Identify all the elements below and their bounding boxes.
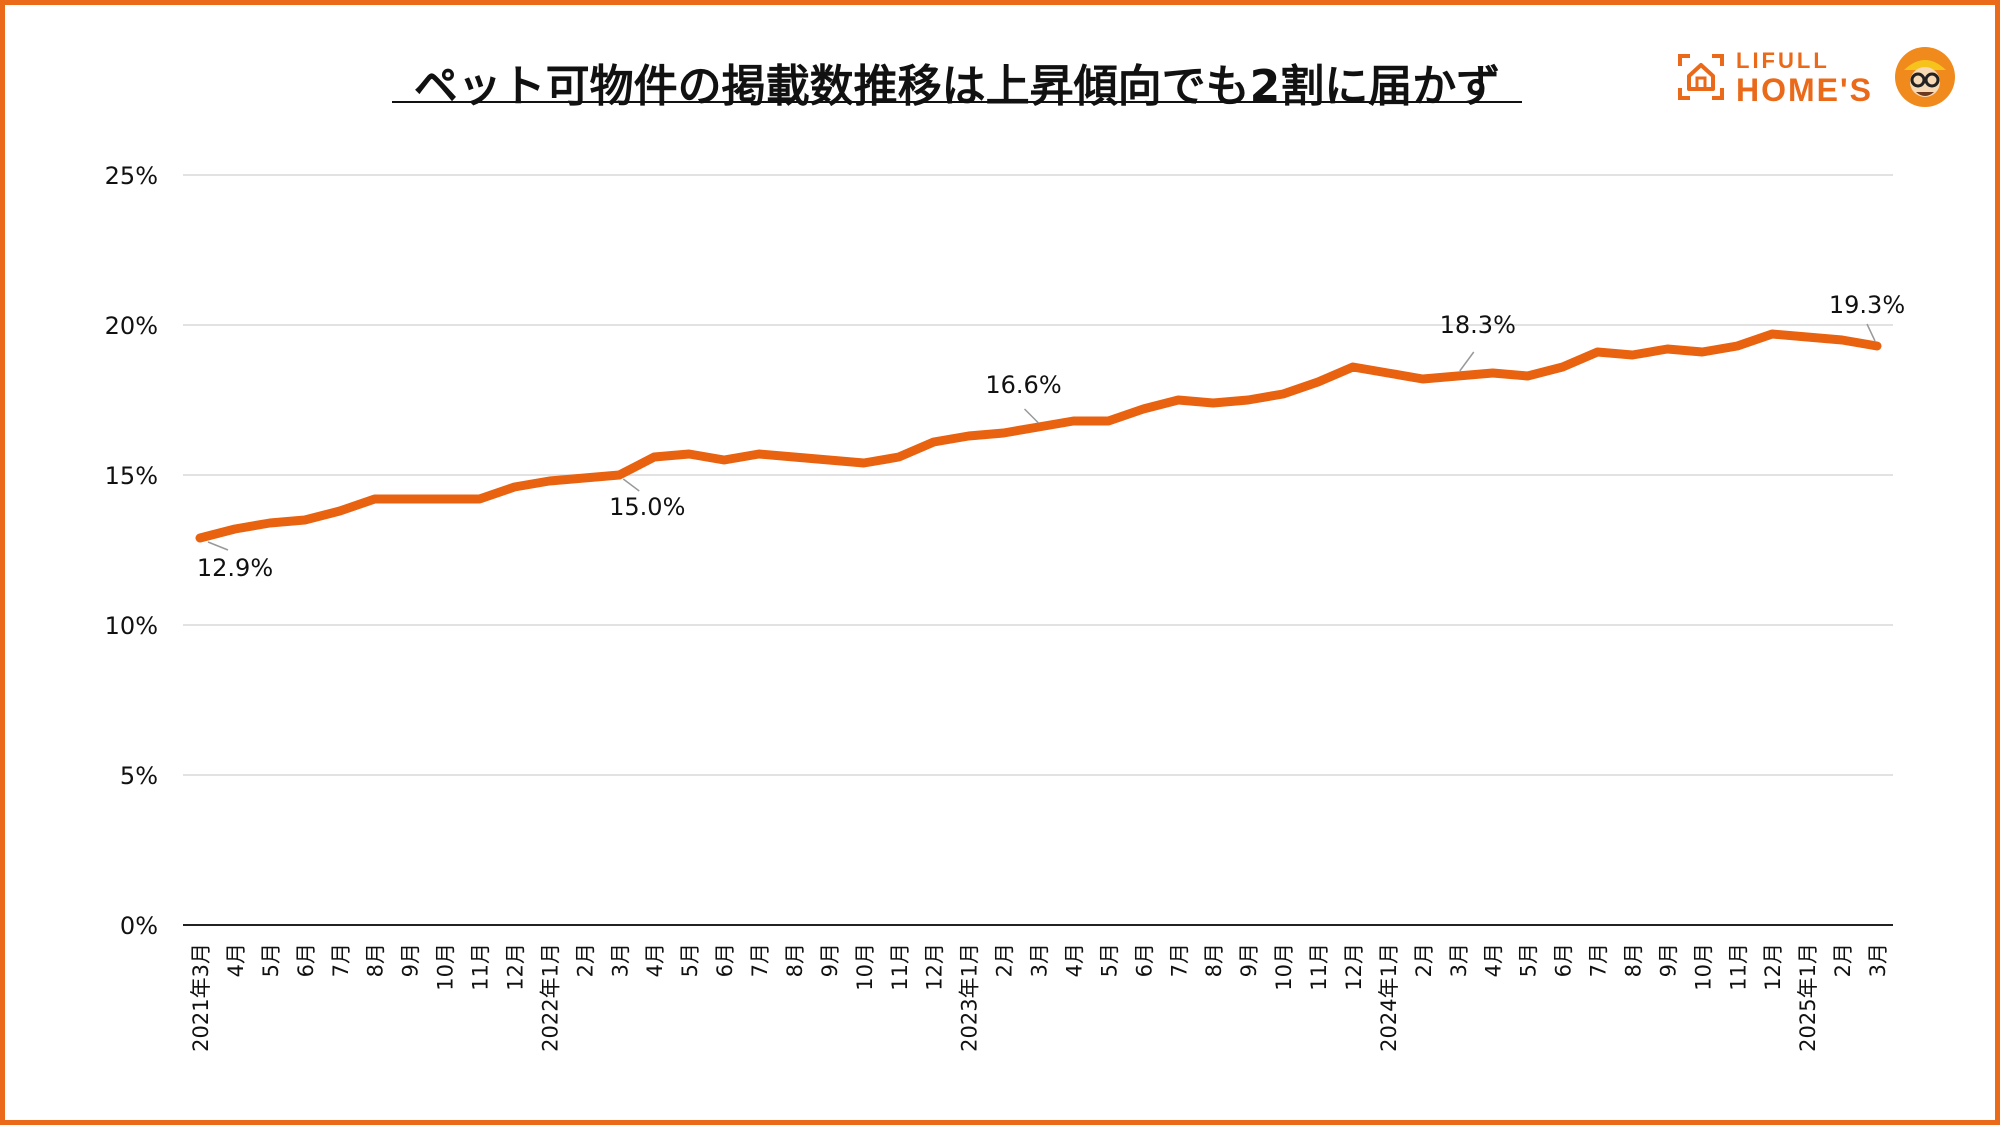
x-tick-label: 5月 [1097, 943, 1121, 977]
y-tick-label: 20% [105, 312, 158, 340]
x-tick-label: 6月 [1132, 943, 1156, 977]
x-tick-label: 12月 [1342, 943, 1366, 991]
x-tick-label: 9月 [1237, 943, 1261, 977]
x-tick-label: 12月 [923, 943, 947, 991]
logo-text-lifull: LIFULL [1736, 48, 1830, 73]
x-tick-label: 10月 [853, 943, 877, 991]
x-tick-label: 11月 [1307, 943, 1331, 991]
x-tick-label: 7月 [1587, 943, 1611, 977]
x-tick-label: 11月 [1726, 943, 1750, 991]
x-tick-label: 8月 [1621, 943, 1645, 977]
x-tick-label: 10月 [1691, 943, 1715, 991]
data-label: 19.3% [1829, 291, 1905, 319]
x-tick-label: 7月 [748, 943, 772, 977]
mascot-icon [1895, 47, 1955, 107]
y-tick-label: 15% [105, 462, 158, 490]
x-tick-label: 3月 [608, 943, 632, 977]
y-tick-label: 10% [105, 612, 158, 640]
x-tick-label: 3月 [1028, 943, 1052, 977]
leader-line [1023, 408, 1040, 424]
grid-lines [183, 174, 1893, 926]
x-tick-label: 7月 [1167, 943, 1191, 977]
x-tick-label: 5月 [678, 943, 702, 977]
data-label: 15.0% [609, 493, 685, 521]
x-tick-label: 3月 [1447, 943, 1471, 977]
x-tick-label: 12月 [1761, 943, 1785, 991]
x-tick-label: 6月 [294, 943, 318, 977]
x-tick-label: 7月 [329, 943, 353, 977]
leader-line [1459, 351, 1475, 372]
y-tick-label: 25% [105, 162, 158, 190]
chart-title: ペット可物件の掲載数推移は上昇傾向でも2割に届かず [413, 61, 1501, 112]
x-tick-label: 2025年1月 [1796, 943, 1820, 1052]
x-tick-label: 9月 [1656, 943, 1680, 977]
x-tick-label: 4月 [1482, 943, 1506, 977]
x-tick-label: 10月 [434, 943, 458, 991]
x-tick-label: 8月 [1202, 943, 1226, 977]
series-line [195, 329, 1882, 543]
x-tick-label: 4月 [643, 943, 667, 977]
x-tick-label: 2021年3月 [189, 943, 213, 1052]
x-tick-label: 2024年1月 [1377, 943, 1401, 1052]
lifull-homes-logo: LIFULL HOME'S [1676, 46, 1956, 116]
series-line-layer [195, 329, 1882, 543]
x-tick-label: 2月 [993, 943, 1017, 977]
x-tick-label: 2月 [1412, 943, 1436, 977]
x-tick-label: 5月 [1517, 943, 1541, 977]
x-tick-label: 11月 [469, 943, 493, 991]
x-tick-label: 6月 [1552, 943, 1576, 977]
data-label: 18.3% [1440, 311, 1516, 339]
leader-line [622, 478, 640, 492]
x-tick-label: 10月 [1272, 943, 1296, 991]
house-icon [1678, 54, 1724, 100]
x-tick-label: 2023年1月 [958, 943, 982, 1052]
title-underline [392, 101, 1522, 103]
x-tick-label: 9月 [818, 943, 842, 977]
x-tick-label: 2月 [573, 943, 597, 977]
data-label: 12.9% [197, 554, 273, 582]
x-tick-label: 5月 [259, 943, 283, 977]
x-axis: 2021年3月 4月 5月 6月 7月 8月 9月 10月 11月 12月 2022年1月 2月 3月 4… [189, 943, 1890, 1052]
x-tick-label: 11月 [888, 943, 912, 991]
x-tick-label: 2022年1月 [538, 943, 562, 1052]
leader-line [207, 541, 229, 551]
x-tick-label: 6月 [713, 943, 737, 977]
y-tick-label: 5% [120, 762, 158, 790]
leader-line [1866, 323, 1876, 342]
y-axis: 0% 5% 10% 15% 20% 25% [105, 162, 158, 940]
x-tick-label: 2月 [1831, 943, 1855, 977]
x-tick-label: 12月 [503, 943, 527, 991]
x-tick-label: 4月 [224, 943, 248, 977]
y-tick-label: 0% [120, 912, 158, 940]
x-tick-label: 9月 [399, 943, 423, 977]
data-label: 16.6% [985, 371, 1061, 399]
data-labels: 12.9% 15.0% 16.6% 18.3% 19.3% [197, 291, 1905, 582]
logo-text-homes: HOME'S [1736, 72, 1873, 108]
x-tick-label: 8月 [364, 943, 388, 977]
x-tick-label: 4月 [1062, 943, 1086, 977]
x-tick-label: 8月 [783, 943, 807, 977]
x-tick-label: 3月 [1866, 943, 1890, 977]
